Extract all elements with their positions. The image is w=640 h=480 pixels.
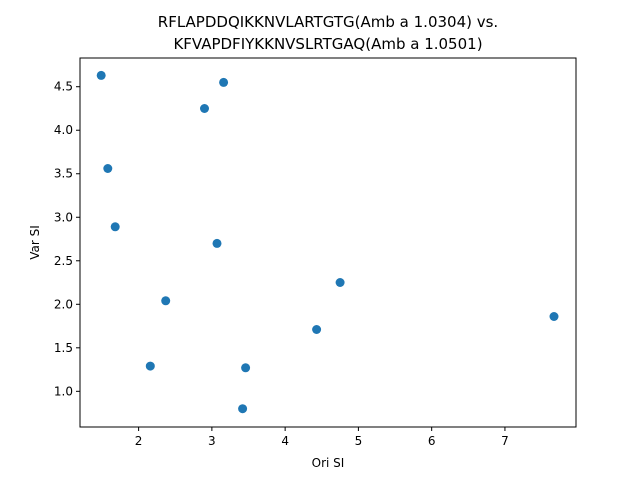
scatter-point-6: [212, 238, 222, 248]
y-tick-label: 4.0: [54, 123, 73, 137]
scatter-point-13: [238, 404, 248, 414]
y-tick-label: 3.0: [54, 210, 73, 224]
x-tick-label: 7: [501, 434, 509, 448]
x-axis-label: Ori SI: [312, 456, 345, 470]
y-axis-label: Var SI: [28, 225, 42, 260]
chart-title-line-1: RFLAPDDQIKKNVLARTGTG(Amb a 1.0304) vs.: [158, 13, 498, 31]
scatter-point-3: [200, 104, 209, 113]
scatter-point-2: [219, 77, 229, 87]
y-tick-label: 3.5: [54, 167, 73, 181]
scatter-point-5: [110, 222, 120, 232]
y-tick-label: 2.0: [54, 297, 73, 311]
y-axis-ticks: 1.0 1.5 2.0 2.5 3.0 3.5 4.0 4.5: [54, 80, 80, 398]
scatter-point-11: [145, 361, 155, 371]
scatter-point-7: [335, 278, 345, 287]
x-tick-label: 5: [355, 434, 363, 448]
scatter-point-4: [103, 164, 113, 173]
x-tick-label: 2: [135, 434, 143, 448]
y-tick-label: 1.0: [54, 384, 73, 398]
y-tick-label: 2.5: [54, 254, 73, 268]
x-tick-label: 6: [428, 434, 436, 448]
y-tick-label: 1.5: [54, 341, 73, 355]
scatter-point-9: [549, 312, 559, 321]
scatter-point-8: [161, 296, 171, 306]
scatter-point-1: [96, 70, 106, 80]
scatter-point-10: [312, 325, 322, 334]
data-points: [96, 70, 559, 414]
x-tick-label: 3: [208, 434, 216, 448]
x-axis-ticks: 2 3 4 5 6 7: [135, 427, 509, 448]
x-tick-label: 4: [281, 434, 289, 448]
chart-title-line-2: KFVAPDFIYKKNVSLRTGAQ(Amb a 1.0501): [173, 35, 482, 53]
y-tick-label: 4.5: [54, 80, 73, 94]
scatter-point-12: [241, 363, 251, 373]
plot-frame: [79, 57, 577, 428]
